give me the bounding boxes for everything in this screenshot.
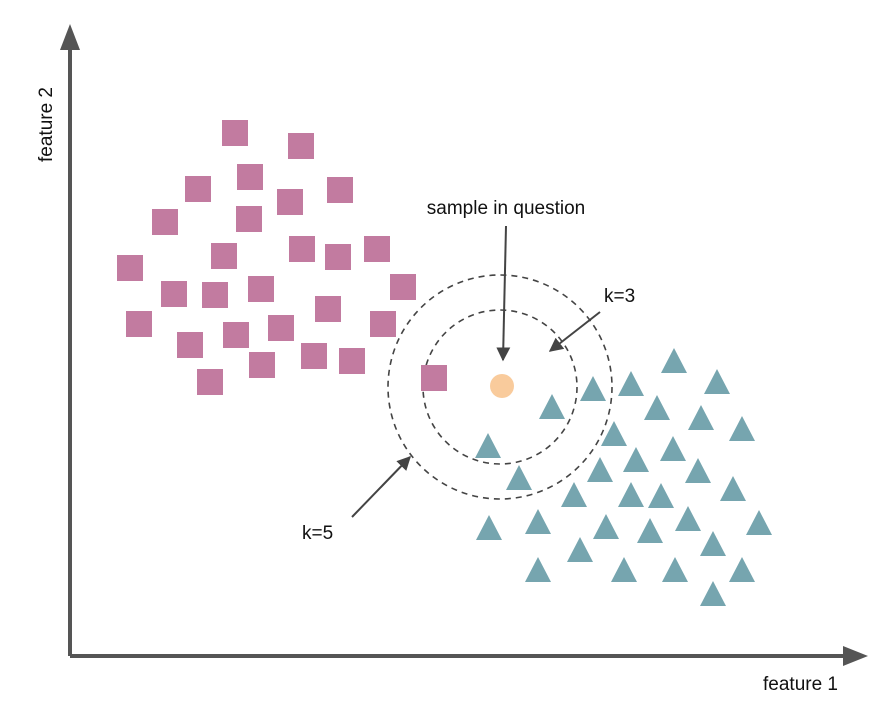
axes — [60, 24, 868, 666]
class-b-point — [729, 557, 755, 582]
class-b-point — [720, 476, 746, 501]
class-a-point — [339, 348, 365, 374]
k5-label: k=5 — [302, 523, 333, 544]
class-b-point — [539, 394, 565, 419]
class-b-point — [525, 557, 551, 582]
class-a-point — [211, 243, 237, 269]
class-b-point — [475, 433, 501, 458]
k3-arrow — [548, 311, 601, 352]
class-b-point — [623, 447, 649, 472]
class-a-squares — [117, 120, 447, 395]
k3-circle — [422, 309, 578, 465]
class-a-point — [152, 209, 178, 235]
class-a-point — [288, 133, 314, 159]
class-a-point — [237, 164, 263, 190]
class-b-point — [662, 557, 688, 582]
class-a-point — [117, 255, 143, 281]
class-a-point — [248, 276, 274, 302]
sample-arrow — [496, 225, 511, 362]
sample-point — [490, 374, 514, 398]
class-b-point — [580, 376, 606, 401]
class-b-point — [700, 531, 726, 556]
k5-arrow — [351, 455, 411, 518]
class-b-point — [644, 395, 670, 420]
class-a-point — [390, 274, 416, 300]
class-b-point — [561, 482, 587, 507]
class-a-point — [325, 244, 351, 270]
class-a-point — [277, 189, 303, 215]
class-b-point — [685, 458, 711, 483]
class-b-point — [746, 510, 772, 535]
class-a-point — [185, 176, 211, 202]
k3-label: k=3 — [604, 286, 635, 307]
class-a-point — [421, 365, 447, 391]
class-a-point — [370, 311, 396, 337]
class-a-point — [197, 369, 223, 395]
class-a-point — [364, 236, 390, 262]
class-a-point — [249, 352, 275, 378]
y-axis-label: feature 2 — [36, 87, 57, 162]
y-axis-arrowhead — [60, 24, 80, 50]
k5-circle — [387, 274, 613, 500]
sample-label: sample in question — [427, 198, 585, 219]
x-axis-arrowhead — [843, 646, 868, 666]
class-b-point — [618, 371, 644, 396]
class-a-point — [222, 120, 248, 146]
class-b-point — [618, 482, 644, 507]
class-b-point — [593, 514, 619, 539]
class-b-point — [648, 483, 674, 508]
class-a-point — [202, 282, 228, 308]
class-a-point — [223, 322, 249, 348]
class-b-point — [567, 537, 593, 562]
class-b-point — [675, 506, 701, 531]
class-b-point — [661, 348, 687, 373]
class-b-point — [601, 421, 627, 446]
class-b-point — [587, 457, 613, 482]
class-b-point — [660, 436, 686, 461]
class-a-point — [236, 206, 262, 232]
class-a-point — [177, 332, 203, 358]
class-b-point — [637, 518, 663, 543]
class-a-point — [126, 311, 152, 337]
class-b-point — [704, 369, 730, 394]
class-a-point — [161, 281, 187, 307]
class-b-point — [476, 515, 502, 540]
class-a-point — [289, 236, 315, 262]
class-b-point — [525, 509, 551, 534]
class-a-point — [315, 296, 341, 322]
class-a-point — [268, 315, 294, 341]
class-b-triangles — [475, 348, 772, 606]
class-a-point — [327, 177, 353, 203]
class-a-point — [301, 343, 327, 369]
class-b-point — [688, 405, 714, 430]
class-b-point — [611, 557, 637, 582]
class-b-point — [700, 581, 726, 606]
x-axis-label: feature 1 — [763, 674, 838, 695]
class-b-point — [506, 465, 532, 490]
class-b-point — [729, 416, 755, 441]
